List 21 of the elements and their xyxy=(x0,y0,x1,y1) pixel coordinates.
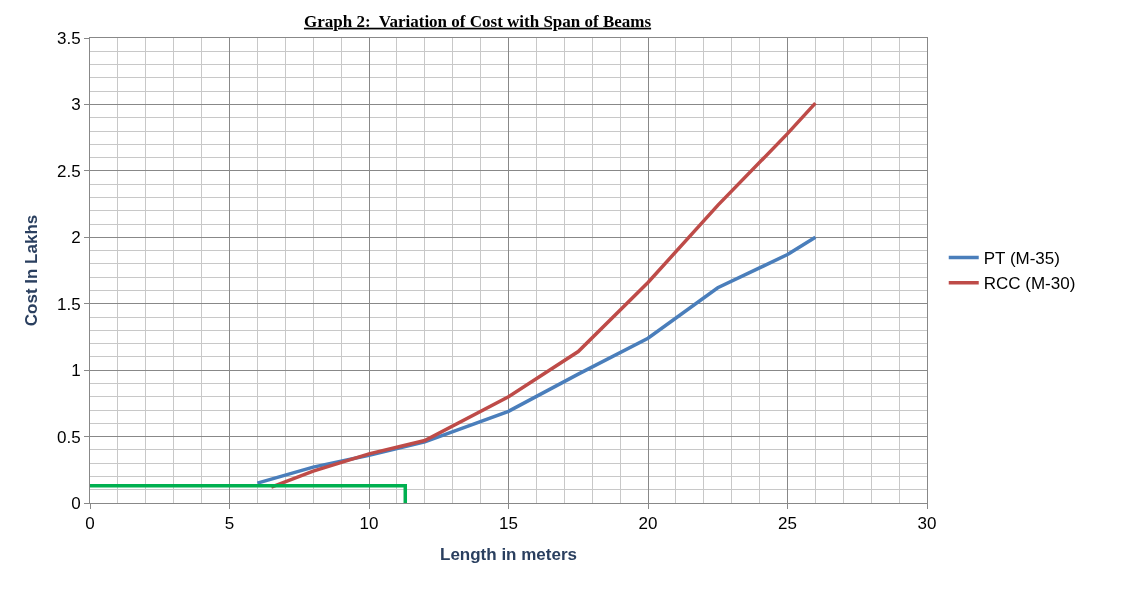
y-tick-label: 1 xyxy=(71,361,81,381)
x-tick-label: 20 xyxy=(638,514,658,534)
legend-label: PT (M-35) xyxy=(983,249,1060,269)
x-tick-label: 30 xyxy=(917,514,937,534)
y-tick-label: 0.5 xyxy=(56,427,81,447)
y-tick-label: 3 xyxy=(71,95,81,115)
legend-label: RCC (M-30) xyxy=(983,274,1076,294)
x-tick-label: 5 xyxy=(224,514,235,534)
chart-title: Graph 2: Variation of Cost with Span of Beams xyxy=(303,11,652,31)
y-tick-label: 3.5 xyxy=(56,28,81,48)
y-tick-label: 2.5 xyxy=(56,161,81,181)
x-tick-label: 15 xyxy=(499,514,518,534)
y-tick-label: 0 xyxy=(71,493,81,513)
line-series xyxy=(269,101,818,489)
x-tick-label: 0 xyxy=(85,514,95,534)
y-tick-label: 1.5 xyxy=(56,294,81,314)
x-axis-title: Length in meters xyxy=(440,544,577,564)
x-tick-label: 25 xyxy=(778,514,797,534)
y-axis-title: Cost In Lakhs xyxy=(21,214,41,327)
x-tick-label: 10 xyxy=(359,514,379,534)
y-tick-label: 2 xyxy=(71,228,81,248)
